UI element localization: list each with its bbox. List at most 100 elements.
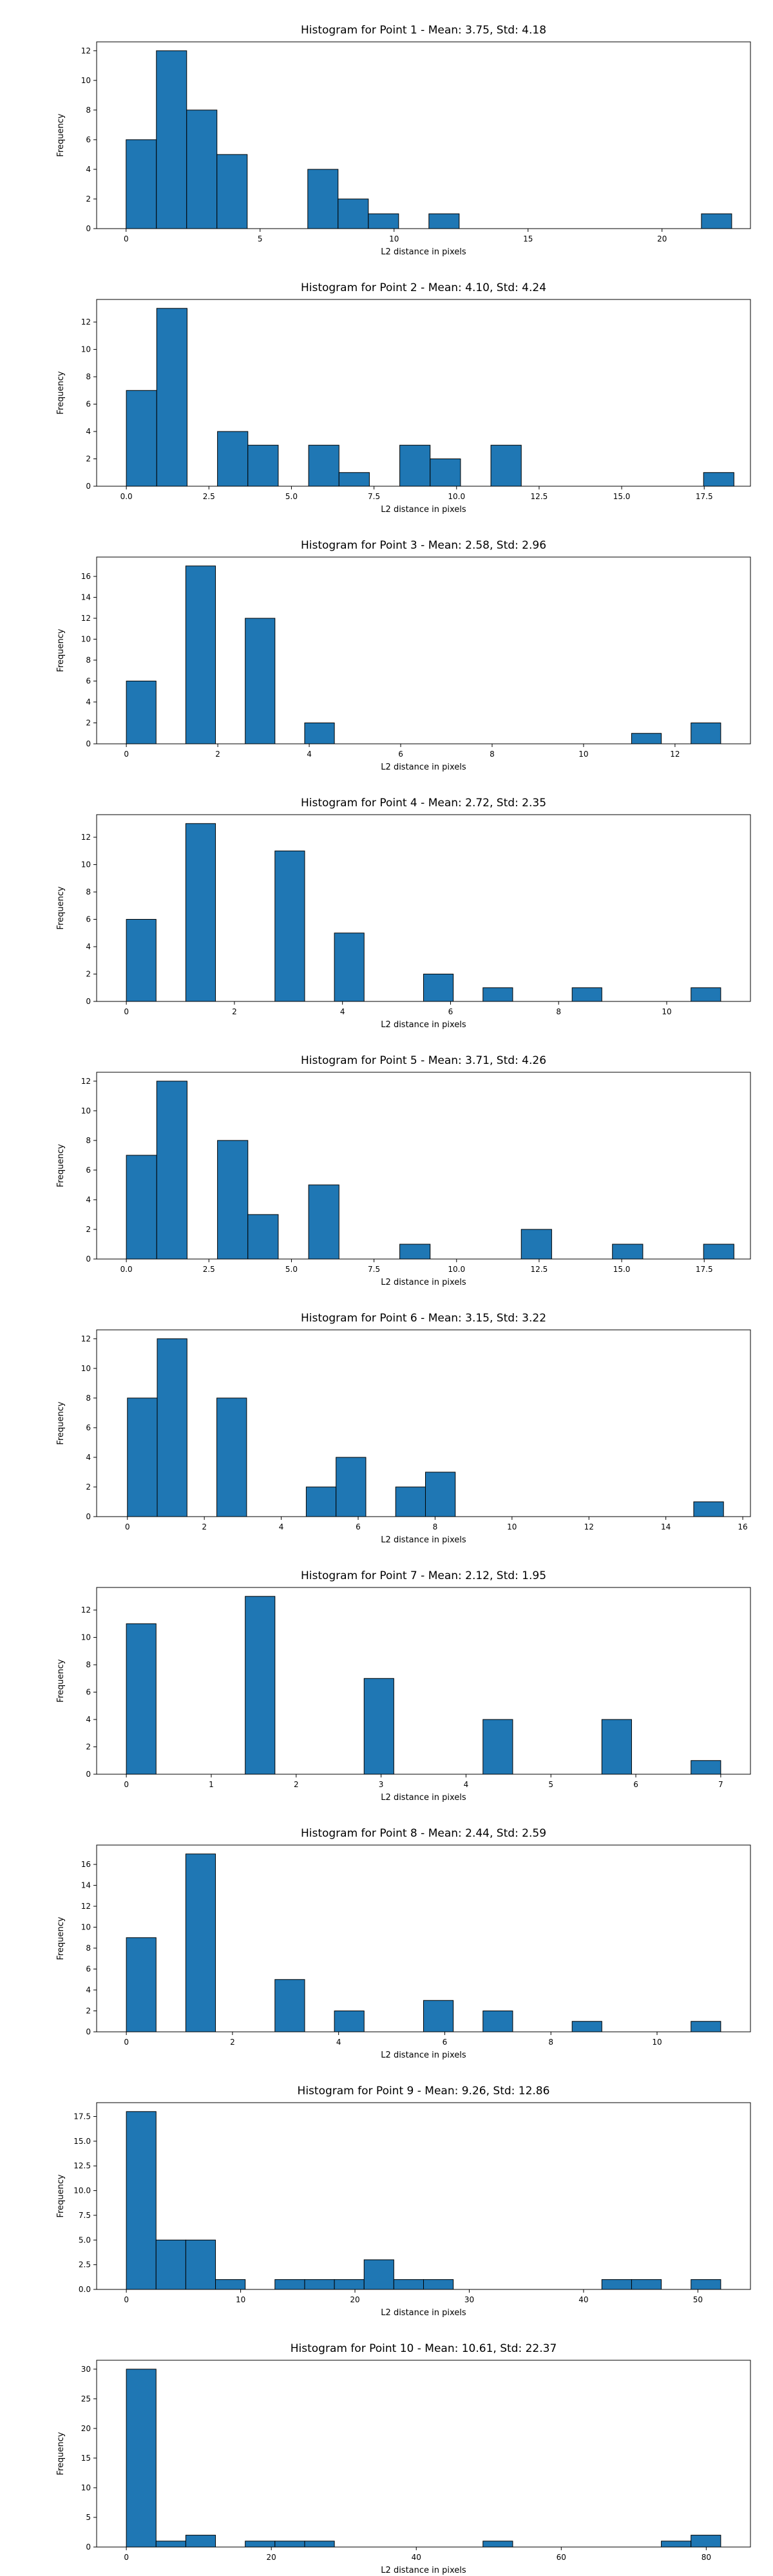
x-tick-label: 7.5: [368, 1265, 380, 1274]
histogram-bar: [612, 1244, 644, 1260]
histogram-bar: [520, 1229, 552, 1260]
x-tick-label: 40: [578, 2295, 588, 2304]
x-tick-label: 0: [124, 2553, 129, 2562]
axes-frame: [96, 814, 751, 1002]
histogram-bar: [693, 1501, 724, 1517]
y-tick-label: 2: [86, 970, 91, 979]
histogram-bar: [691, 1760, 721, 1775]
x-tick-label: 10: [578, 750, 588, 759]
x-tick-label: 80: [701, 2553, 711, 2562]
histogram-bar: [703, 472, 734, 487]
y-tick-label: 2: [86, 1225, 91, 1234]
y-tick-label: 6: [86, 1423, 91, 1432]
y-tick-label: 5: [86, 2513, 91, 2522]
x-tick-label: 12: [584, 1522, 594, 1531]
y-axis-label: Frequency: [56, 371, 66, 414]
x-tick-label: 4: [464, 1780, 469, 1789]
histogram-bar: [274, 2279, 305, 2290]
y-tick-label: 10: [81, 2483, 91, 2492]
histogram-bar: [631, 2279, 662, 2290]
histogram-bar: [126, 139, 157, 229]
y-tick-label: 4: [86, 942, 91, 951]
y-tick-label: 10: [81, 1364, 91, 1373]
y-tick-label: 8: [86, 1394, 91, 1403]
y-axis-label: Frequency: [56, 2432, 66, 2475]
y-tick-label: 2: [86, 455, 91, 464]
x-tick-label: 12.5: [531, 1265, 548, 1274]
y-tick-label: 10: [81, 1106, 91, 1115]
x-tick-label: 2.5: [203, 1265, 215, 1274]
chart-title: Histogram for Point 9 - Mean: 9.26, Std:…: [298, 2085, 550, 2098]
axes-frame: [96, 1329, 751, 1517]
y-tick-label: 30: [81, 2365, 91, 2374]
histogram-bar: [430, 459, 461, 487]
y-tick-label: 15.0: [73, 2137, 91, 2146]
histogram-bar: [423, 2000, 454, 2032]
histogram-bar: [368, 213, 399, 229]
histogram-bar: [393, 2279, 425, 2290]
y-tick-label: 0: [86, 2543, 91, 2552]
x-tick-label: 40: [412, 2553, 421, 2562]
x-tick-label: 17.5: [696, 492, 713, 501]
histogram-bar: [395, 1486, 426, 1517]
histogram-bar: [661, 2541, 692, 2548]
y-tick-label: 10.0: [73, 2186, 91, 2195]
axes-frame: [96, 2360, 751, 2548]
x-tick-label: 2: [215, 750, 220, 759]
histogram-bar: [217, 431, 249, 487]
histogram-bar: [245, 618, 276, 744]
x-tick-label: 15.0: [613, 492, 631, 501]
x-tick-label: 20: [267, 2553, 276, 2562]
histogram-bar: [423, 2279, 454, 2290]
x-tick-label: 1: [209, 1780, 214, 1789]
y-tick-label: 0: [86, 1255, 91, 1264]
y-tick-label: 20: [81, 2424, 91, 2433]
y-tick-label: 4: [86, 1195, 91, 1204]
histogram-bar: [186, 109, 218, 229]
histogram-bar: [338, 472, 370, 487]
histogram-bar: [571, 987, 602, 1002]
x-tick-label: 0: [124, 2295, 129, 2304]
histogram-panel: Histogram for Point 10 - Mean: 10.61, St…: [56, 2342, 751, 2575]
x-tick-label: 4: [340, 1007, 345, 1016]
chart-title: Histogram for Point 10 - Mean: 10.61, St…: [291, 2342, 557, 2355]
histogram-bar: [428, 213, 460, 229]
histogram-bar: [691, 723, 721, 744]
y-tick-label: 0: [86, 997, 91, 1006]
x-axis-label: L2 distance in pixels: [381, 247, 466, 257]
histogram-bar: [631, 733, 662, 744]
x-tick-label: 20: [657, 234, 667, 243]
histogram-bar: [156, 1081, 187, 1260]
histogram-bar: [691, 2279, 721, 2290]
x-tick-label: 0: [124, 750, 129, 759]
x-tick-label: 6: [443, 2038, 448, 2047]
y-tick-label: 5.0: [79, 2235, 91, 2244]
histogram-bar: [185, 2239, 216, 2290]
histogram-bar: [482, 2011, 513, 2032]
x-axis-label: L2 distance in pixels: [381, 2308, 466, 2318]
histogram-bar: [185, 565, 216, 744]
y-axis-label: Frequency: [56, 1401, 66, 1444]
chart-title: Histogram for Point 3 - Mean: 2.58, Std:…: [301, 539, 546, 552]
histogram-bar: [399, 444, 431, 487]
y-tick-label: 2: [86, 1743, 91, 1752]
x-tick-label: 20: [350, 2295, 359, 2304]
x-tick-label: 30: [464, 2295, 474, 2304]
histogram-bar: [307, 169, 339, 229]
histogram-bar: [126, 1155, 157, 1260]
histogram-bar: [185, 1853, 216, 2032]
histogram-panel: Histogram for Point 3 - Mean: 2.58, Std:…: [56, 539, 751, 772]
x-tick-label: 0: [124, 234, 129, 243]
y-tick-label: 2.5: [79, 2260, 91, 2269]
x-tick-label: 5: [548, 1780, 553, 1789]
y-tick-label: 12: [81, 1334, 91, 1343]
histogram-bar: [691, 2021, 721, 2032]
y-tick-label: 17.5: [73, 2112, 91, 2121]
histogram-panel: Histogram for Point 4 - Mean: 2.72, Std:…: [56, 797, 751, 1030]
histogram-bar: [126, 681, 157, 744]
histogram-panel: Histogram for Point 2 - Mean: 4.10, Std:…: [56, 281, 751, 515]
y-tick-label: 2: [86, 2007, 91, 2016]
histogram-bar: [157, 1338, 187, 1517]
y-tick-label: 6: [86, 677, 91, 686]
